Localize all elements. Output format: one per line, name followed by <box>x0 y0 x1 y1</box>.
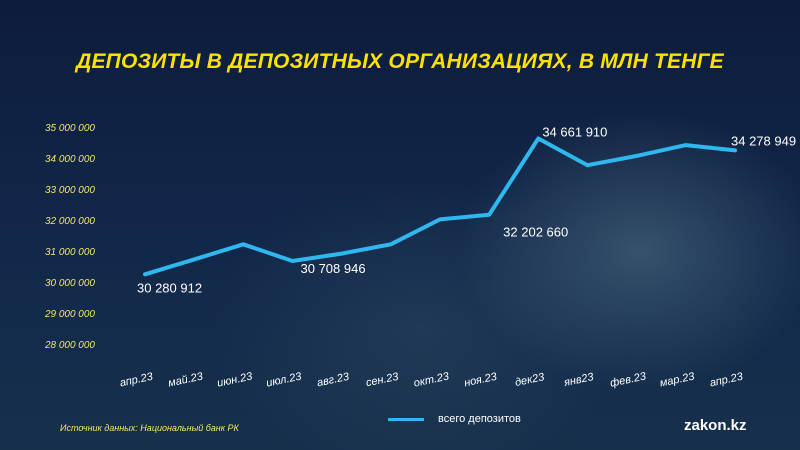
y-tick-label: 29 000 000 <box>44 309 95 320</box>
x-tick-label: ноя.23 <box>463 371 499 390</box>
legend: всего депозитов <box>388 413 521 425</box>
y-tick-label: 34 000 000 <box>45 154 95 165</box>
series-line-total-deposits <box>143 136 737 277</box>
y-tick-label: 31 000 000 <box>45 247 95 258</box>
x-tick-label: сен.23 <box>365 371 401 390</box>
data-label: 34 278 949 <box>731 133 796 148</box>
data-labels: 30 280 912 30 708 946 32 202 660 34 661 910… <box>137 124 796 295</box>
x-axis-ticks: апр.23 май.23 июн.23 июл.23 авг.23 сен.23 окт.… <box>119 370 745 390</box>
data-label: 32 202 660 <box>503 225 568 240</box>
x-tick-label: окт.23 <box>413 370 451 389</box>
x-tick-label: мар.23 <box>659 370 697 389</box>
data-label: 30 280 912 <box>137 280 202 295</box>
x-tick-label: фев.23 <box>609 370 648 390</box>
y-tick-label: 35 000 000 <box>45 123 95 134</box>
y-tick-label: 32 000 000 <box>45 216 95 227</box>
x-tick-label: апр.23 <box>709 371 745 390</box>
x-tick-label: дек23 <box>514 371 546 389</box>
chart-title: ДЕПОЗИТЫ В ДЕПОЗИТНЫХ ОРГАНИЗАЦИЯХ, В МЛ… <box>76 50 724 73</box>
x-tick-label: авг.23 <box>316 371 351 390</box>
y-axis-ticks: 35 000 000 34 000 000 33 000 000 32 000 000… <box>44 123 95 351</box>
source-note: Источник данных: Национальный банк РК <box>60 423 239 433</box>
brand-logo: zakon.kz <box>684 417 747 434</box>
data-label: 34 661 910 <box>542 124 607 139</box>
x-tick-label: янв23 <box>562 371 596 389</box>
data-label: 30 708 946 <box>301 261 366 276</box>
y-tick-label: 28 000 000 <box>44 340 95 351</box>
y-tick-label: 30 000 000 <box>45 278 95 289</box>
x-tick-label: май.23 <box>167 370 205 389</box>
x-tick-label: июл.23 <box>265 370 303 389</box>
legend-swatch <box>388 417 424 421</box>
x-tick-label: апр.23 <box>119 371 155 390</box>
y-tick-label: 33 000 000 <box>45 185 95 196</box>
legend-label: всего депозитов <box>438 413 521 425</box>
x-tick-label: июн.23 <box>216 370 254 389</box>
